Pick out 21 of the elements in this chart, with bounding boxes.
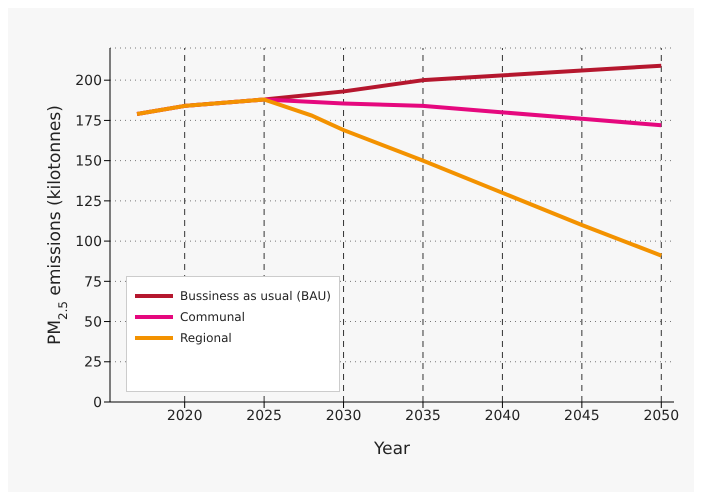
y-tick-label: 25 <box>84 354 102 371</box>
x-tick-label: 2025 <box>246 408 282 424</box>
x-tick-label: 2045 <box>564 408 600 424</box>
x-tick-label: 2050 <box>643 408 680 424</box>
y-tick-label: 100 <box>75 234 102 250</box>
x-tick-label: 2040 <box>484 408 520 424</box>
y-tick-label: 150 <box>75 154 102 170</box>
y-tick-label: 200 <box>75 73 102 90</box>
line-series <box>135 97 664 258</box>
y-tick-label: 75 <box>84 274 102 290</box>
y-tick-label: 50 <box>84 314 102 331</box>
y-tick-label: 0 <box>93 394 102 411</box>
x-tick-label: 2020 <box>166 408 202 424</box>
y-tick-label: 125 <box>75 194 102 210</box>
legend-label: Communal <box>180 310 245 324</box>
x-axis-title: Year <box>373 439 410 459</box>
y-tick-label: 175 <box>75 113 102 130</box>
x-tick-label: 2030 <box>326 408 362 424</box>
x-tick-label: 2035 <box>405 408 441 424</box>
legend-label: Regional <box>180 330 232 344</box>
legend-label: Bussiness as usual (BAU) <box>180 288 331 302</box>
